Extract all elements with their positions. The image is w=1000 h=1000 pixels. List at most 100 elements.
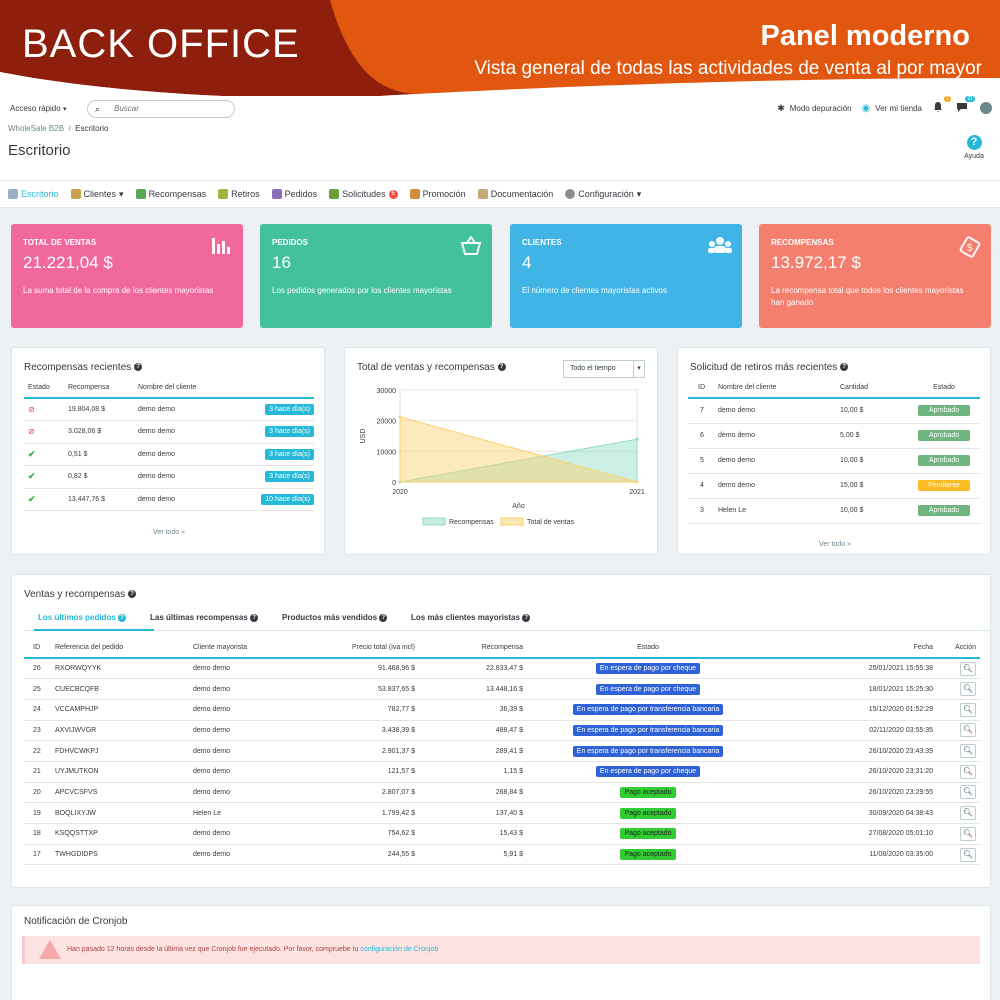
client-link[interactable]: demo demo xyxy=(193,699,298,721)
help-button[interactable]: ? Ayuda xyxy=(956,132,992,160)
view-order-button[interactable]: 🔍︎ xyxy=(960,847,976,862)
banner-background xyxy=(0,0,1000,100)
client-link[interactable]: demo demo xyxy=(718,448,840,474)
active-tab-indicator xyxy=(34,629,154,631)
order-id: 18 xyxy=(24,823,55,845)
y-tick-label: 30000 xyxy=(377,388,397,395)
client-link[interactable]: demo demo xyxy=(718,473,840,499)
client-link[interactable]: demo demo xyxy=(193,678,298,700)
search-input[interactable] xyxy=(114,104,224,113)
search-icon[interactable]: ⌕ xyxy=(95,104,101,114)
view-order-button[interactable]: 🔍︎ xyxy=(960,744,976,759)
action-cell: 🔍︎ xyxy=(933,740,980,762)
client-link[interactable]: Helen Le xyxy=(718,498,840,524)
tab-latest-orders[interactable]: Los últimos pedidos ? xyxy=(38,613,127,622)
order-id: 17 xyxy=(24,844,55,866)
nav-item-retiros[interactable]: Retiros xyxy=(218,189,260,199)
quick-access-label: Acceso rápido xyxy=(10,104,61,113)
sales-tabs: Los últimos pedidos ? Las últimas recomp… xyxy=(24,609,990,631)
order-status-badge: En espera de pago por cheque xyxy=(595,663,701,675)
orders-notification-badge: 1 xyxy=(944,96,951,102)
period-select-value: Todo el tiempo xyxy=(570,365,616,372)
kpi-value: 21.221,04 $ xyxy=(23,253,113,272)
view-order-button[interactable]: 🔍︎ xyxy=(960,682,976,697)
see-all-link[interactable]: Ver todo » xyxy=(819,541,851,548)
nav-item-clientes[interactable]: Clientes ▾ xyxy=(70,189,124,200)
view-order-button[interactable]: 🔍︎ xyxy=(960,661,976,676)
view-order-button[interactable]: 🔍︎ xyxy=(960,806,976,821)
question-icon[interactable]: ? xyxy=(840,363,849,372)
view-order-button[interactable]: 🔍︎ xyxy=(960,785,976,800)
requests-icon xyxy=(329,189,340,199)
x-axis-label: Año xyxy=(512,503,525,510)
view-order-button[interactable]: 🔍︎ xyxy=(960,826,976,841)
orders-notification-button[interactable]: 1 xyxy=(932,96,951,115)
order-reference: AXVIJWVGR xyxy=(55,720,193,742)
client-link[interactable]: demo demo xyxy=(138,420,254,444)
quick-access-dropdown[interactable]: Acceso rápido ▾ xyxy=(10,104,66,113)
client-link[interactable]: demo demo xyxy=(138,443,254,466)
nav-item-pedidos[interactable]: Pedidos xyxy=(271,189,317,199)
client-link[interactable]: demo demo xyxy=(193,740,298,762)
column-header: Estado xyxy=(523,638,773,659)
client-link[interactable]: demo demo xyxy=(718,423,840,449)
debug-mode-link[interactable]: ✱ Modo depuración xyxy=(777,103,851,114)
question-icon[interactable]: ? xyxy=(497,363,506,372)
client-link[interactable]: demo demo xyxy=(193,761,298,783)
client-link[interactable]: demo demo xyxy=(193,658,298,680)
order-state-cell: Pago aceptado xyxy=(523,782,773,804)
tab-top-clients[interactable]: Los más clientes mayoristas ? xyxy=(411,613,531,622)
nav-item-recompensas[interactable]: Recompensas xyxy=(135,189,206,199)
kpi-value: 4 xyxy=(522,253,532,272)
order-date: 26/10/2020 23:31:20 xyxy=(773,761,933,783)
view-order-button[interactable]: 🔍︎ xyxy=(960,702,976,717)
help-label: Ayuda xyxy=(964,153,984,160)
cron-warning-message: Han pasado 12 horas desde la última vez … xyxy=(67,946,359,953)
nav-item-documentacion[interactable]: Documentación xyxy=(477,189,554,199)
breadcrumb-parent[interactable]: WholeSale B2B xyxy=(8,124,65,133)
nav-item-label: Documentación xyxy=(490,189,554,199)
question-icon[interactable]: ? xyxy=(127,590,136,599)
withdrawal-amount: 10,00 $ xyxy=(840,498,908,524)
table-row: 22 FDHVCWKPJ demo demo 2.901,37 $289,41 $ En… xyxy=(24,740,980,762)
view-order-button[interactable]: 🔍︎ xyxy=(960,764,976,779)
client-link[interactable]: demo demo xyxy=(193,823,298,845)
client-link[interactable]: Helen Le xyxy=(193,802,298,824)
withdrawals-icon xyxy=(218,189,229,199)
period-select[interactable]: Todo el tiempo ▾ xyxy=(563,360,645,378)
client-link[interactable]: demo demo xyxy=(193,844,298,866)
y-tick-label: 10000 xyxy=(377,449,397,456)
question-circle-icon: ? xyxy=(966,135,982,150)
client-link[interactable]: demo demo xyxy=(193,720,298,742)
cron-config-link[interactable]: configuración de Cronjob xyxy=(360,946,439,953)
order-status-badge: Pago aceptado xyxy=(620,807,676,819)
user-account-icon[interactable] xyxy=(980,102,992,114)
client-link[interactable]: demo demo xyxy=(138,465,254,489)
client-link[interactable]: demo demo xyxy=(138,488,254,511)
view-order-button[interactable]: 🔍︎ xyxy=(960,723,976,738)
withdrawals-panel: Solicitud de retiros más recientes ? ID … xyxy=(677,347,991,555)
nav-item-promocion[interactable]: Promoción xyxy=(409,189,466,199)
action-cell: 🔍︎ xyxy=(933,678,980,700)
reward-amount: 3.028,06 $ xyxy=(68,420,138,444)
view-store-link[interactable]: ◉ Ver mi tienda xyxy=(862,103,922,114)
messages-notification-badge: 21 xyxy=(965,96,975,102)
client-link[interactable]: demo demo xyxy=(138,398,254,421)
table-row: 20 APCVCSFVS demo demo 2.807,07 $268,84 $ Pa… xyxy=(24,782,980,804)
see-all-link[interactable]: Ver todo » xyxy=(153,529,185,536)
users-icon xyxy=(708,237,732,253)
order-id: 22 xyxy=(24,740,55,762)
question-icon[interactable]: ? xyxy=(134,363,143,372)
nav-item-configuracion[interactable]: Configuración ▾ xyxy=(565,189,641,200)
nav-item-solicitudes[interactable]: Solicitudes 6 xyxy=(329,189,398,199)
order-reward: 137,40 $ xyxy=(415,802,523,824)
ago-cell: 3 hace día(s) xyxy=(254,420,314,444)
order-state-cell: Pago aceptado xyxy=(523,823,773,845)
messages-notification-button[interactable]: 21 xyxy=(956,96,975,115)
client-link[interactable]: demo demo xyxy=(193,782,298,804)
tab-latest-rewards[interactable]: Las últimas recompensas ? xyxy=(150,613,259,622)
tab-best-sellers[interactable]: Productos más vendidos ? xyxy=(282,613,388,622)
client-link[interactable]: demo demo xyxy=(718,398,840,424)
debug-mode-label: Modo depuración xyxy=(789,103,852,113)
nav-item-escritorio[interactable]: Escritorio xyxy=(8,189,59,199)
